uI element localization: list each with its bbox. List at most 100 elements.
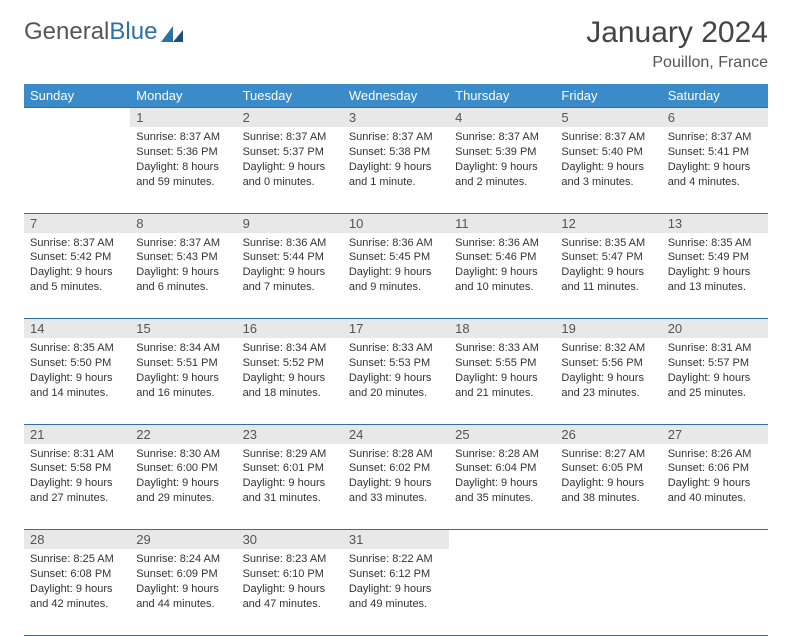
day-content-cell: Sunrise: 8:26 AMSunset: 6:06 PMDaylight:… bbox=[662, 444, 768, 530]
day-content-row: Sunrise: 8:31 AMSunset: 5:58 PMDaylight:… bbox=[24, 444, 768, 530]
sunset-text: Sunset: 6:08 PM bbox=[30, 567, 124, 582]
weekday-header: Friday bbox=[555, 84, 661, 108]
daylight-text: Daylight: 9 hours bbox=[668, 265, 762, 280]
daylight-text: and 47 minutes. bbox=[243, 597, 337, 612]
day-number-cell: 4 bbox=[449, 108, 555, 128]
daylight-text: Daylight: 9 hours bbox=[30, 265, 124, 280]
daylight-text: and 49 minutes. bbox=[349, 597, 443, 612]
day-number-cell: 23 bbox=[237, 424, 343, 444]
location: Pouillon, France bbox=[586, 54, 768, 72]
daylight-text: Daylight: 9 hours bbox=[243, 265, 337, 280]
day-number-cell: 20 bbox=[662, 319, 768, 339]
sunset-text: Sunset: 6:04 PM bbox=[455, 461, 549, 476]
day-number-cell bbox=[555, 530, 661, 550]
day-content-cell: Sunrise: 8:22 AMSunset: 6:12 PMDaylight:… bbox=[343, 549, 449, 635]
daylight-text: Daylight: 9 hours bbox=[136, 476, 230, 491]
sunrise-text: Sunrise: 8:37 AM bbox=[243, 130, 337, 145]
day-number-cell: 24 bbox=[343, 424, 449, 444]
sunrise-text: Sunrise: 8:33 AM bbox=[349, 341, 443, 356]
daylight-text: and 0 minutes. bbox=[243, 175, 337, 190]
daylight-text: Daylight: 9 hours bbox=[349, 582, 443, 597]
sunset-text: Sunset: 5:38 PM bbox=[349, 145, 443, 160]
day-number-cell: 16 bbox=[237, 319, 343, 339]
sunrise-text: Sunrise: 8:37 AM bbox=[561, 130, 655, 145]
day-content-cell: Sunrise: 8:30 AMSunset: 6:00 PMDaylight:… bbox=[130, 444, 236, 530]
day-number-cell: 15 bbox=[130, 319, 236, 339]
sunset-text: Sunset: 5:40 PM bbox=[561, 145, 655, 160]
day-number-cell: 8 bbox=[130, 213, 236, 233]
day-number-cell: 18 bbox=[449, 319, 555, 339]
daylight-text: Daylight: 9 hours bbox=[455, 476, 549, 491]
daylight-text: and 4 minutes. bbox=[668, 175, 762, 190]
day-content-cell: Sunrise: 8:37 AMSunset: 5:38 PMDaylight:… bbox=[343, 127, 449, 213]
daylight-text: Daylight: 9 hours bbox=[349, 476, 443, 491]
sunrise-text: Sunrise: 8:26 AM bbox=[668, 447, 762, 462]
weekday-header: Wednesday bbox=[343, 84, 449, 108]
day-content-cell: Sunrise: 8:23 AMSunset: 6:10 PMDaylight:… bbox=[237, 549, 343, 635]
day-number-cell: 10 bbox=[343, 213, 449, 233]
title-block: January 2024 Pouillon, France bbox=[586, 18, 768, 72]
daylight-text: and 16 minutes. bbox=[136, 386, 230, 401]
day-content-cell bbox=[449, 549, 555, 635]
day-content-cell: Sunrise: 8:35 AMSunset: 5:49 PMDaylight:… bbox=[662, 233, 768, 319]
sunset-text: Sunset: 5:55 PM bbox=[455, 356, 549, 371]
daylight-text: and 6 minutes. bbox=[136, 280, 230, 295]
sunset-text: Sunset: 5:47 PM bbox=[561, 250, 655, 265]
sunrise-text: Sunrise: 8:27 AM bbox=[561, 447, 655, 462]
daylight-text: and 14 minutes. bbox=[30, 386, 124, 401]
sunset-text: Sunset: 5:37 PM bbox=[243, 145, 337, 160]
daylight-text: Daylight: 9 hours bbox=[561, 265, 655, 280]
daylight-text: Daylight: 9 hours bbox=[561, 160, 655, 175]
day-number-cell: 12 bbox=[555, 213, 661, 233]
daylight-text: Daylight: 9 hours bbox=[243, 476, 337, 491]
day-content-cell: Sunrise: 8:34 AMSunset: 5:51 PMDaylight:… bbox=[130, 338, 236, 424]
day-number-cell: 29 bbox=[130, 530, 236, 550]
sunrise-text: Sunrise: 8:30 AM bbox=[136, 447, 230, 462]
daylight-text: Daylight: 9 hours bbox=[455, 160, 549, 175]
day-content-cell: Sunrise: 8:36 AMSunset: 5:46 PMDaylight:… bbox=[449, 233, 555, 319]
sunset-text: Sunset: 6:06 PM bbox=[668, 461, 762, 476]
day-content-row: Sunrise: 8:37 AMSunset: 5:36 PMDaylight:… bbox=[24, 127, 768, 213]
sunrise-text: Sunrise: 8:34 AM bbox=[136, 341, 230, 356]
daylight-text: and 27 minutes. bbox=[30, 491, 124, 506]
sunrise-text: Sunrise: 8:29 AM bbox=[243, 447, 337, 462]
daylight-text: and 23 minutes. bbox=[561, 386, 655, 401]
day-number-cell bbox=[662, 530, 768, 550]
day-number-row: 123456 bbox=[24, 108, 768, 128]
sunrise-text: Sunrise: 8:36 AM bbox=[455, 236, 549, 251]
day-content-cell bbox=[555, 549, 661, 635]
daylight-text: Daylight: 9 hours bbox=[30, 582, 124, 597]
day-content-cell: Sunrise: 8:37 AMSunset: 5:42 PMDaylight:… bbox=[24, 233, 130, 319]
daylight-text: and 29 minutes. bbox=[136, 491, 230, 506]
sunset-text: Sunset: 5:39 PM bbox=[455, 145, 549, 160]
sunrise-text: Sunrise: 8:35 AM bbox=[561, 236, 655, 251]
sunset-text: Sunset: 5:45 PM bbox=[349, 250, 443, 265]
sunrise-text: Sunrise: 8:33 AM bbox=[455, 341, 549, 356]
sunrise-text: Sunrise: 8:23 AM bbox=[243, 552, 337, 567]
day-number-cell: 17 bbox=[343, 319, 449, 339]
daylight-text: Daylight: 9 hours bbox=[349, 265, 443, 280]
day-content-cell: Sunrise: 8:37 AMSunset: 5:36 PMDaylight:… bbox=[130, 127, 236, 213]
day-content-cell: Sunrise: 8:37 AMSunset: 5:43 PMDaylight:… bbox=[130, 233, 236, 319]
day-number-cell: 5 bbox=[555, 108, 661, 128]
day-number-cell: 21 bbox=[24, 424, 130, 444]
day-content-cell: Sunrise: 8:31 AMSunset: 5:58 PMDaylight:… bbox=[24, 444, 130, 530]
sunset-text: Sunset: 5:50 PM bbox=[30, 356, 124, 371]
day-number-cell: 7 bbox=[24, 213, 130, 233]
day-number-cell: 31 bbox=[343, 530, 449, 550]
daylight-text: Daylight: 9 hours bbox=[561, 371, 655, 386]
weekday-header: Thursday bbox=[449, 84, 555, 108]
day-number-cell: 13 bbox=[662, 213, 768, 233]
sunrise-text: Sunrise: 8:28 AM bbox=[349, 447, 443, 462]
page-title: January 2024 bbox=[586, 18, 768, 48]
header: GeneralBlue January 2024 Pouillon, Franc… bbox=[24, 18, 768, 72]
day-content-row: Sunrise: 8:25 AMSunset: 6:08 PMDaylight:… bbox=[24, 549, 768, 635]
day-number-cell: 6 bbox=[662, 108, 768, 128]
day-number-cell: 14 bbox=[24, 319, 130, 339]
day-number-cell: 9 bbox=[237, 213, 343, 233]
daylight-text: and 40 minutes. bbox=[668, 491, 762, 506]
day-number-cell: 22 bbox=[130, 424, 236, 444]
daylight-text: Daylight: 9 hours bbox=[136, 371, 230, 386]
sunset-text: Sunset: 6:10 PM bbox=[243, 567, 337, 582]
sunset-text: Sunset: 6:00 PM bbox=[136, 461, 230, 476]
